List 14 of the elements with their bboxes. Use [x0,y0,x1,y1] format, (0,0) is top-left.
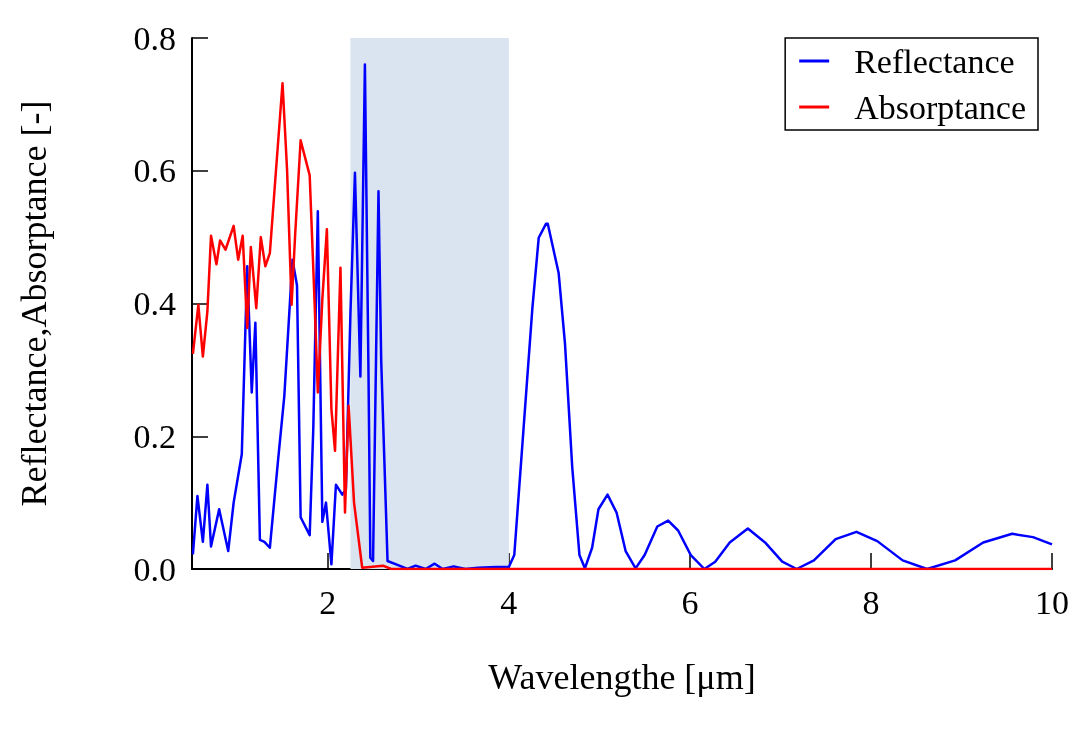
x-tick-label: 4 [500,583,518,621]
x-tick-label: 10 [1035,583,1069,621]
x-tick-label: 8 [862,583,880,621]
y-tick-label: 0.8 [133,19,176,57]
legend-label: Absorptance [854,88,1026,126]
y-axis-title: Reflectance,Absorptance [-] [14,100,54,507]
y-tick-label: 0.6 [133,152,176,190]
x-axis-title: Wavelengthe [μm] [488,657,756,697]
legend-label: Reflectance [854,42,1015,80]
y-tick-label: 0.4 [133,285,176,322]
x-tick-label: 2 [319,583,337,621]
x-tick-label: 6 [681,583,699,621]
y-tick-label: 0.2 [133,417,176,455]
y-tick-label: 0.0 [133,550,176,588]
